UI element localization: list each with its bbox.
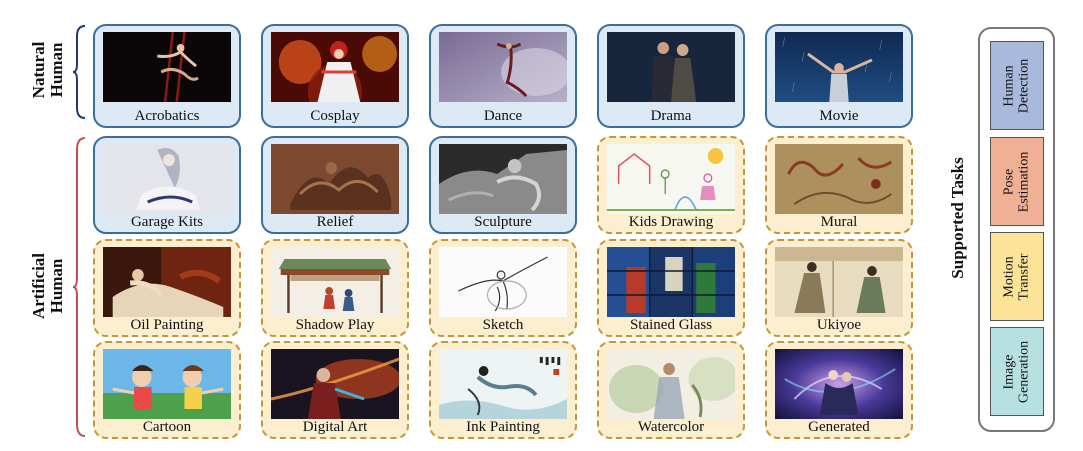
- card-sketch: Sketch: [429, 239, 577, 337]
- garage-kits-image: [103, 144, 231, 214]
- sketch-image: [439, 247, 567, 317]
- card-garage-kits: Garage Kits: [93, 136, 241, 234]
- task-label: Pose Estimation: [1001, 151, 1032, 212]
- task-label: Image Generation: [1001, 340, 1032, 403]
- category-label: Relief: [316, 214, 354, 230]
- card-watercolor: Watercolor: [597, 341, 745, 439]
- card-cosplay: Cosplay: [261, 24, 409, 128]
- supported-tasks-title: Supported Tasks: [948, 157, 967, 279]
- category-label: Oil Painting: [130, 317, 204, 333]
- generated-image: [775, 349, 903, 419]
- card-stained-glass: Stained Glass: [597, 239, 745, 337]
- kids-drawing-image: [607, 144, 735, 214]
- ink-painting-image: [439, 349, 567, 419]
- card-acrobatics: Acrobatics: [93, 24, 241, 128]
- drama-image: [607, 32, 735, 102]
- card-kids-drawing: Kids Drawing: [597, 136, 745, 234]
- card-ukiyoe: Ukiyoe: [765, 239, 913, 337]
- category-label: Generated: [808, 419, 870, 435]
- ukiyoe-image: [775, 247, 903, 317]
- sculpture-image: [439, 144, 567, 214]
- category-label: Ink Painting: [466, 419, 540, 435]
- category-label: Acrobatics: [134, 108, 200, 124]
- supported-tasks-panel: [978, 27, 1055, 432]
- card-movie: Movie: [765, 24, 913, 128]
- card-cartoon: Cartoon: [93, 341, 241, 439]
- category-label: Stained Glass: [629, 317, 713, 333]
- category-label: Watercolor: [637, 419, 705, 435]
- oil-painting-image: [103, 247, 231, 317]
- task-image-generation: Image Generation: [990, 327, 1044, 416]
- cosplay-image: [271, 32, 399, 102]
- category-label: Drama: [650, 108, 692, 124]
- card-dance: Dance: [429, 24, 577, 128]
- acrobatics-image: [103, 32, 231, 102]
- category-label: Shadow Play: [295, 317, 375, 333]
- task-label: Human Detection: [1001, 58, 1032, 113]
- card-digital-art: Digital Art: [261, 341, 409, 439]
- movie-image: [775, 32, 903, 102]
- shadow-play-image: [271, 247, 399, 317]
- digital-art-image: [271, 349, 399, 419]
- artificial-human-label: Artificial Human: [29, 252, 66, 320]
- category-label: Dance: [483, 108, 523, 124]
- category-label: Ukiyoe: [816, 317, 862, 333]
- category-label: Kids Drawing: [628, 214, 714, 230]
- relief-image: [271, 144, 399, 214]
- card-ink-painting: Ink Painting: [429, 341, 577, 439]
- category-label: Cartoon: [142, 419, 192, 435]
- watercolor-image: [607, 349, 735, 419]
- card-mural: Mural: [765, 136, 913, 234]
- task-human-detection: Human Detection: [990, 41, 1044, 130]
- card-sculpture: Sculpture: [429, 136, 577, 234]
- stained-glass-image: [607, 247, 735, 317]
- card-generated: Generated: [765, 341, 913, 439]
- task-label: Motion Transfer: [1001, 253, 1032, 300]
- cartoon-image: [103, 349, 231, 419]
- card-relief: Relief: [261, 136, 409, 234]
- category-label: Cosplay: [310, 108, 360, 124]
- card-drama: Drama: [597, 24, 745, 128]
- task-motion-transfer: Motion Transfer: [990, 232, 1044, 321]
- category-label: Sketch: [482, 317, 524, 333]
- category-label: Movie: [819, 108, 859, 124]
- card-oil-painting: Oil Painting: [93, 239, 241, 337]
- category-label: Garage Kits: [130, 214, 204, 230]
- category-label: Mural: [820, 214, 858, 230]
- dance-image: [439, 32, 567, 102]
- card-shadow-play: Shadow Play: [261, 239, 409, 337]
- artificial-brace: [72, 137, 86, 437]
- natural-brace: [72, 25, 86, 119]
- category-label: Digital Art: [302, 419, 368, 435]
- natural-human-label: Natural Human: [29, 41, 66, 99]
- mural-image: [775, 144, 903, 214]
- category-label: Sculpture: [474, 214, 532, 230]
- task-pose-estimation: Pose Estimation: [990, 137, 1044, 226]
